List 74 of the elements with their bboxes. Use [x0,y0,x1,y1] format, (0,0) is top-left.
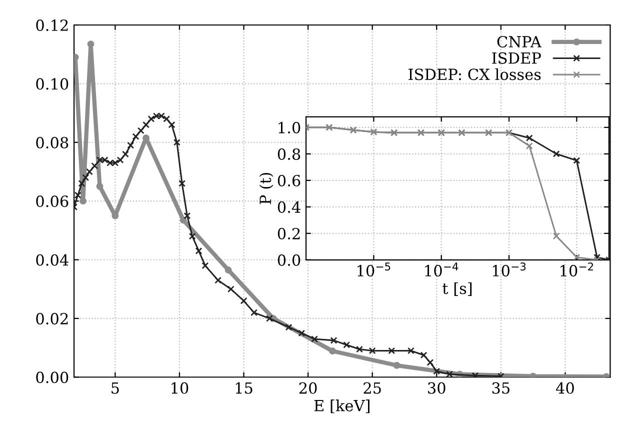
point [250,309,258,316]
point [285,324,292,331]
y-tick-label: 0.00 [36,372,68,384]
x-tick-label: 40 [556,382,574,394]
point [240,297,248,304]
point [472,372,479,378]
legend-label: ISDEP: CX losses [408,68,541,80]
point [368,347,376,354]
x-axis-title: t [s] [442,282,472,296]
x-tick-label: 10$^{−5}$ [358,262,390,276]
point [446,370,453,378]
point [266,314,273,322]
point [214,276,222,284]
x-tick-label: 10 [172,382,188,394]
y-tick-label: 0.6 [278,174,300,186]
legend-label: CNPA [497,36,542,48]
y-tick-label: 0.08 [36,136,68,148]
point [202,262,209,270]
x-tick-label: 25 [364,382,381,394]
y-tick-label: 0.12 [36,19,68,32]
point [173,138,180,146]
point [227,286,234,293]
x-tick-label: 35 [492,382,510,394]
point [91,162,98,170]
x-axis-title: E [keV] [314,400,370,414]
y-tick-label: 0.04 [36,254,68,266]
point [426,358,434,366]
y-tick-label: 0.0 [278,254,300,266]
point [298,330,306,337]
y-tick-label: 0.02 [36,312,68,324]
x-tick-label: 20 [299,382,317,394]
point [122,150,129,158]
point [195,247,202,254]
point [356,346,363,353]
x-tick-label: 10$^{−2}$ [560,262,594,276]
point [407,347,414,354]
y-tick-label: 0.4 [278,201,300,213]
point [87,40,94,48]
point [168,121,176,128]
point [184,212,191,220]
legend-label: ISDEP [492,52,541,64]
x-tick-label: 5 [112,382,119,394]
point [142,121,150,128]
point [178,180,186,187]
x-tick-label: 10$^{−3}$ [492,262,526,276]
y-axis-title: P (t) [259,172,274,204]
point [388,347,396,354]
y-tick-label: 0.10 [36,78,68,90]
y-tick-label: 0.2 [278,228,300,240]
point [74,192,82,199]
point [420,352,428,359]
point [343,341,350,348]
point [311,336,318,342]
x-tick-label: 15 [236,382,252,394]
point [393,362,400,369]
point [433,368,440,375]
y-tick-label: 0.8 [278,148,300,160]
point [127,142,134,149]
point [330,336,338,344]
point [224,266,232,274]
point [78,180,86,187]
y-tick-label: 1.0 [278,122,300,134]
x-tick-label: 10$^{−4}$ [425,262,458,276]
point [80,198,87,205]
point [188,232,196,240]
point [86,168,93,176]
point [329,348,336,354]
point [96,182,104,190]
point [82,174,90,182]
y-tick-label: 0.06 [36,196,68,208]
point [137,127,144,134]
x-tick-label: 30 [428,382,446,394]
point [132,133,140,140]
point [180,216,187,224]
